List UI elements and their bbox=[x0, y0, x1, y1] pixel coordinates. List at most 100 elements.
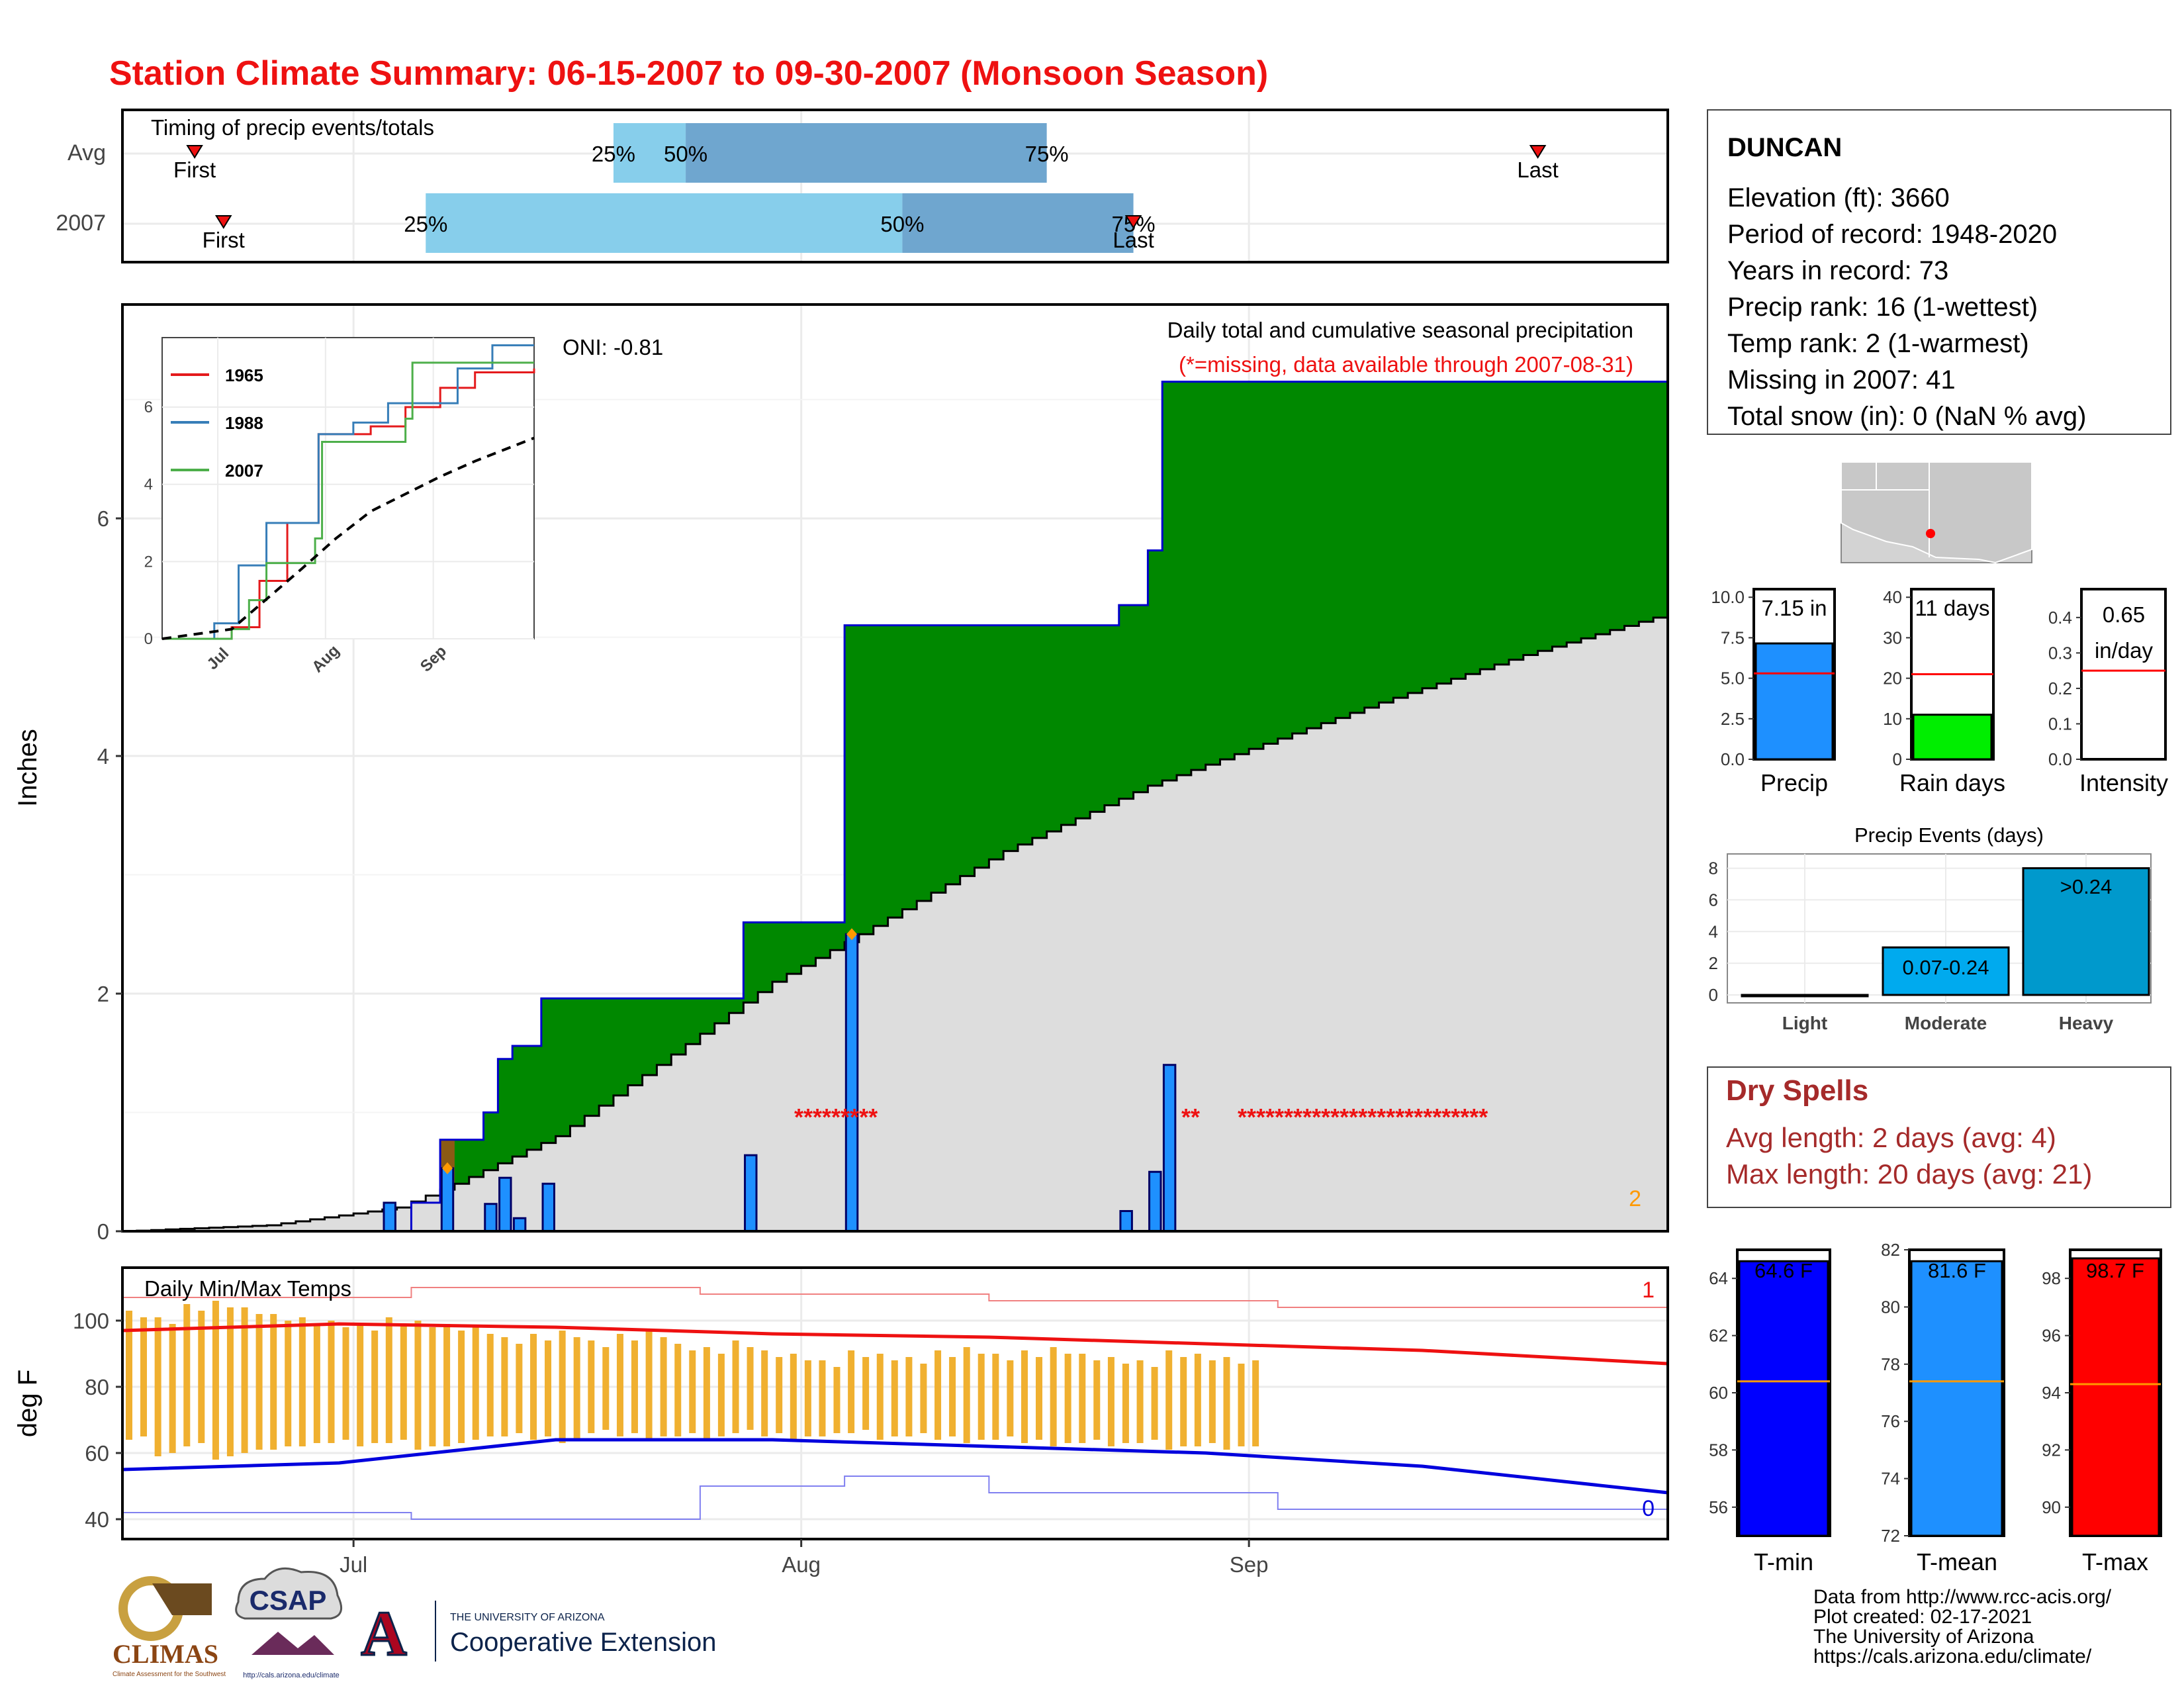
max-daily-marker-icon bbox=[846, 928, 858, 941]
temp-range-bar bbox=[414, 1321, 422, 1450]
temp-range-bar bbox=[313, 1324, 320, 1443]
footer-line-1: Data from http://www.rcc-acis.org/ bbox=[1813, 1586, 2112, 1608]
temp-range-bar bbox=[804, 1360, 811, 1436]
dry-spells-max: Max length: 20 days (avg: 21) bbox=[1726, 1158, 2092, 1190]
temp-y-tick-label: 60 bbox=[85, 1441, 109, 1466]
cumulative-avg-area bbox=[122, 613, 1668, 1231]
inset-y-tick-label: 4 bbox=[144, 476, 153, 494]
daily-precip-bar bbox=[512, 1217, 527, 1233]
avg-tmax-line bbox=[122, 1322, 1668, 1366]
precip-events-chart: Precip Events (days) 0 2 4 6 8 Light Moderat… bbox=[1709, 823, 2152, 1033]
precip-y-tick-label: 6 bbox=[97, 506, 109, 531]
footer-credits: Data from http://www.rcc-acis.org/ Plot … bbox=[1813, 1586, 2112, 1667]
daily-precip-bar bbox=[844, 933, 859, 1233]
station-info-frame bbox=[1707, 109, 2171, 435]
missing-marks-2: ** bbox=[1181, 1103, 1200, 1131]
tmax-label: T-max bbox=[2082, 1548, 2148, 1575]
temp-range-bar bbox=[963, 1347, 970, 1443]
temp-range-bar bbox=[1007, 1360, 1014, 1436]
temp-y-tick-label: 40 bbox=[85, 1507, 109, 1532]
temp-range-bar bbox=[833, 1367, 841, 1433]
intensity-unit: in/day bbox=[2095, 638, 2154, 663]
max-daily-marker-icon bbox=[442, 1162, 453, 1174]
precip-y-tick-label: 4 bbox=[97, 744, 109, 769]
temp-range-bar bbox=[992, 1354, 999, 1440]
inset-y-tick-label: 6 bbox=[144, 399, 153, 416]
missing-marks-3: *************************** bbox=[1238, 1103, 1488, 1131]
events-y-tick-label: 2 bbox=[1709, 953, 1718, 973]
x-axis: Jul Aug Sep bbox=[340, 1539, 1269, 1577]
temp-range-bars bbox=[126, 1301, 1259, 1460]
timing-pct-label: 25% bbox=[592, 142, 635, 166]
rain-days-y-tick-label: 40 bbox=[1883, 587, 1902, 607]
inset-y-tick-label: 0 bbox=[144, 630, 153, 648]
temp-range-bar bbox=[545, 1340, 552, 1436]
temp-range-bar bbox=[819, 1360, 826, 1436]
intensity-bar-label: Intensity bbox=[2079, 769, 2168, 796]
map-station-marker bbox=[1926, 529, 1935, 538]
events-label-heavy: >0.24 bbox=[2060, 875, 2112, 898]
tmax-bar bbox=[2071, 1257, 2160, 1537]
temp-label-top: 1 bbox=[1642, 1278, 1655, 1303]
temp-range-bar bbox=[429, 1327, 436, 1446]
precip-mini-bar bbox=[1754, 642, 1834, 761]
temp-range-bar bbox=[255, 1314, 263, 1450]
temp-y-tick-label: 80 bbox=[85, 1375, 109, 1399]
temp-range-bar bbox=[140, 1317, 147, 1436]
temp-range-bar bbox=[472, 1327, 479, 1440]
inset-series-1988 bbox=[162, 344, 534, 640]
tmin-y-tick-label: 64 bbox=[1709, 1268, 1728, 1288]
tmax-value: 98.7 F bbox=[2086, 1259, 2144, 1282]
tmin-y-tick-label: 62 bbox=[1709, 1326, 1728, 1346]
ua-logo-top-text: THE UNIVERSITY OF ARIZONA bbox=[450, 1612, 605, 1623]
temp-range-bar bbox=[905, 1357, 913, 1436]
temp-range-bar bbox=[776, 1357, 783, 1433]
station-info-box: DUNCAN Elevation (ft): 3660 Period of re… bbox=[1707, 109, 2171, 435]
temp-range-bar bbox=[761, 1350, 768, 1436]
tmean-label: T-mean bbox=[1917, 1548, 1997, 1575]
daily-precip-bar bbox=[1119, 1209, 1133, 1233]
climas-logo: CLIMAS Climate Assessment for the Southw… bbox=[113, 1576, 226, 1678]
temp-range-bar bbox=[588, 1340, 595, 1433]
tmean-y-tick-label: 74 bbox=[1881, 1469, 1900, 1489]
mini-bar-charts: 0.0 2.5 5.0 7.5 10.0 0 10 20 30 40 0.0 0.1 0.2 0.3 0.4 bbox=[1711, 587, 2167, 769]
temp-range-bar bbox=[198, 1311, 205, 1443]
precip-y-tick-label: 0 bbox=[97, 1219, 109, 1244]
temp-range-bar bbox=[1238, 1364, 1245, 1446]
timing-last-marker-icon bbox=[1529, 145, 1547, 159]
temp-range-bar bbox=[1064, 1354, 1071, 1443]
events-bar-moderate bbox=[1882, 946, 2010, 996]
temp-range-bar bbox=[660, 1337, 667, 1436]
tmax-y-tick-label: 98 bbox=[2042, 1268, 2061, 1288]
temp-range-bar bbox=[1107, 1357, 1115, 1446]
precip-y-label: Inches bbox=[13, 729, 42, 807]
precip-corner-label: 2 bbox=[1629, 1186, 1641, 1211]
temp-range-bar bbox=[891, 1360, 898, 1436]
tmin-y-tick-label: 60 bbox=[1709, 1383, 1728, 1403]
temp-range-bar bbox=[357, 1324, 364, 1446]
temp-range-bar bbox=[241, 1307, 248, 1453]
record-tmin-line bbox=[122, 1476, 1668, 1529]
x-tick-label: Sep bbox=[1230, 1552, 1269, 1577]
precip-y-tick-label: 7.5 bbox=[1721, 628, 1745, 647]
temp-panel: Daily Min/Max Temps 1 0 40 60 80 100 deg F bbox=[13, 1266, 1669, 1540]
daily-precip-bar bbox=[541, 1182, 555, 1233]
tmin-y-tick-label: 56 bbox=[1709, 1497, 1728, 1517]
temp-range-bar bbox=[1021, 1350, 1028, 1443]
intensity-y-tick-label: 0.4 bbox=[2048, 608, 2072, 628]
rain-days-y-tick-label: 30 bbox=[1883, 628, 1902, 647]
temp-range-bar bbox=[212, 1301, 219, 1460]
legend-label-1965: 1965 bbox=[225, 365, 263, 385]
timing-first-marker-icon bbox=[214, 215, 232, 229]
missing-marks-1: ********* bbox=[794, 1103, 878, 1131]
precip-y-tick-label: 2.5 bbox=[1721, 709, 1745, 729]
events-title: Precip Events (days) bbox=[1854, 823, 2044, 847]
inset-series-1965 bbox=[162, 368, 535, 640]
temp-range-bar bbox=[501, 1337, 508, 1436]
temp-range-bar bbox=[689, 1350, 696, 1433]
station-period: Period of record: 1948-2020 bbox=[1727, 220, 2057, 249]
precip-panel-frame bbox=[121, 303, 1669, 1233]
events-cat-moderate: Moderate bbox=[1905, 1013, 1987, 1033]
temp-range-bar bbox=[876, 1354, 884, 1440]
